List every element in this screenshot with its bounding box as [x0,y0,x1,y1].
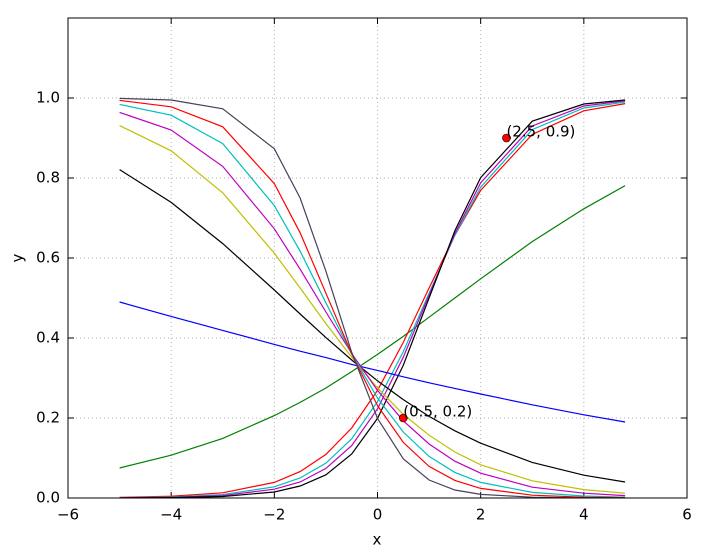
y-tick-label: 0.2 [36,409,60,427]
x-tick-label: 0 [373,506,383,524]
plot-frame [67,17,688,499]
series-line [119,111,626,497]
y-axis-label: y [9,253,27,262]
series-line [119,100,626,499]
series-line [119,125,626,494]
series-line [119,169,626,483]
y-tick-label: 1.0 [36,89,60,107]
x-tick-label: −2 [263,506,285,524]
annotated-point [398,413,408,423]
x-tick-label: −4 [160,506,182,524]
point-annotation: (0.5, 0.2) [403,403,472,421]
y-tick-label: 0.8 [36,169,60,187]
y-tick-label: 0.0 [36,489,60,507]
x-tick-label: −6 [57,506,79,524]
x-tick-label: 6 [682,506,692,524]
y-tick-label: 0.4 [36,329,60,347]
annotated-point [502,133,511,143]
series-line [119,99,626,499]
x-tick-label: 2 [476,506,486,524]
point-annotation: (2.5, 0.9) [506,123,575,141]
series-line [119,101,626,499]
series-line [119,97,626,499]
y-tick-label: 0.6 [36,249,60,267]
series-line [119,301,626,423]
series-line [119,99,626,499]
series-line [119,103,626,498]
x-tick-label: 4 [579,506,589,524]
x-axis-label: x [373,531,382,549]
series-line [119,103,626,498]
series-line [119,185,626,469]
